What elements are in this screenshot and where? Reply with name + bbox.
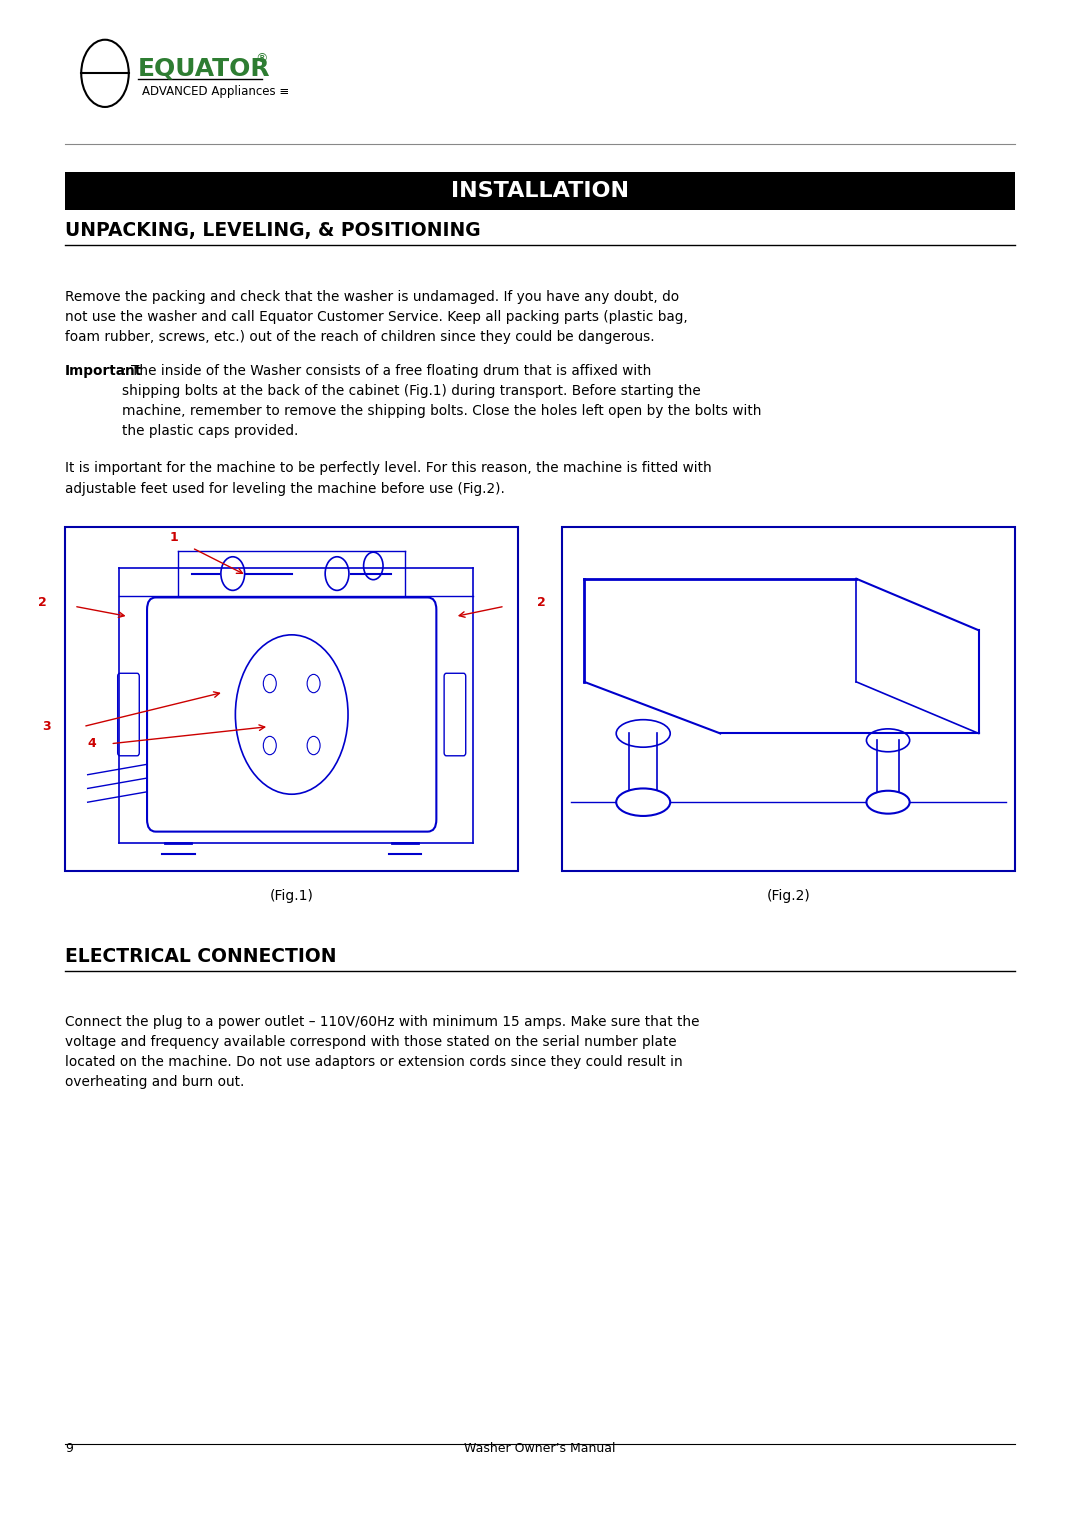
FancyBboxPatch shape [65, 173, 1015, 209]
Text: It is important for the machine to be perfectly level. For this reason, the mach: It is important for the machine to be pe… [65, 461, 712, 495]
Text: 2: 2 [537, 596, 545, 610]
Text: ELECTRICAL CONNECTION: ELECTRICAL CONNECTION [65, 947, 337, 966]
Text: (Fig.1): (Fig.1) [270, 889, 313, 903]
Text: 3: 3 [42, 720, 51, 733]
Text: INSTALLATION: INSTALLATION [451, 180, 629, 202]
Text: UNPACKING, LEVELING, & POSITIONING: UNPACKING, LEVELING, & POSITIONING [65, 222, 481, 240]
Text: ADVANCED Appliances ≡: ADVANCED Appliances ≡ [141, 86, 289, 98]
Text: ®: ® [255, 52, 268, 64]
Text: 9: 9 [65, 1442, 72, 1455]
Text: Washer Owner’s Manual: Washer Owner’s Manual [464, 1442, 616, 1455]
Text: : The inside of the Washer consists of a free floating drum that is affixed with: : The inside of the Washer consists of a… [122, 364, 761, 439]
Text: 1: 1 [170, 530, 178, 544]
Text: 2: 2 [38, 596, 46, 610]
Text: Remove the packing and check that the washer is undamaged. If you have any doubt: Remove the packing and check that the wa… [65, 290, 688, 344]
Text: (Fig.2): (Fig.2) [767, 889, 810, 903]
Ellipse shape [866, 792, 909, 814]
Text: Connect the plug to a power outlet – 110V/60Hz with minimum 15 amps. Make sure t: Connect the plug to a power outlet – 110… [65, 1015, 700, 1089]
Text: 4: 4 [87, 736, 96, 750]
Text: EQUATOR: EQUATOR [138, 57, 271, 81]
Ellipse shape [617, 788, 671, 816]
FancyBboxPatch shape [562, 527, 1015, 871]
FancyBboxPatch shape [65, 527, 518, 871]
Text: Important: Important [65, 364, 143, 377]
